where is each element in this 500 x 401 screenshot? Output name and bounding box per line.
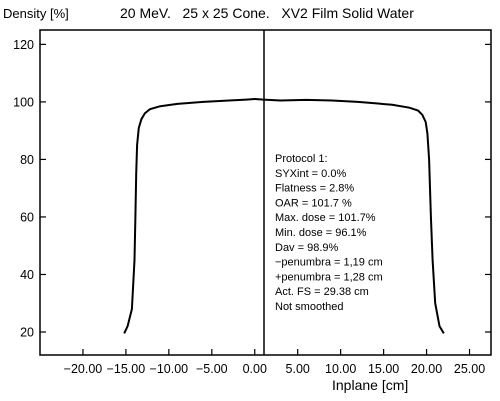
annotation-line: Flatness = 2.8% — [275, 183, 354, 195]
x-tick-label: 25.00 — [454, 362, 485, 376]
x-tick-label: 20.00 — [411, 362, 442, 376]
annotation-line: Min. dose = 96.1% — [275, 227, 367, 239]
y-tick-label: 120 — [13, 38, 34, 52]
annotation-line: Protocol 1: — [275, 153, 328, 165]
y-tick-label: 100 — [13, 95, 34, 109]
profile-line — [123, 97, 445, 334]
y-ticks: 20 40 60 80 100 120 — [13, 38, 491, 339]
annotation-line: −penumbra = 1,19 cm — [275, 257, 383, 269]
annotation-line: OAR = 101.7 % — [275, 197, 352, 209]
y-tick-label: 40 — [20, 268, 34, 282]
y-tick-label: 20 — [20, 325, 34, 339]
x-tick-label: −10.00 — [150, 362, 189, 376]
y-axis-label: Density [%] — [3, 6, 69, 21]
annotation-line: Max. dose = 101.7% — [275, 212, 376, 224]
x-tick-label: −5.00 — [196, 362, 228, 376]
x-tick-label: 10.00 — [325, 362, 356, 376]
annotation-line: +penumbra = 1,28 cm — [275, 271, 383, 283]
x-tick-label: 0.00 — [243, 362, 267, 376]
chart-title: 20 MeV. 25 x 25 Cone. XV2 Film Solid Wat… — [120, 5, 414, 21]
annotation-line: SYXint = 0.0% — [275, 168, 346, 180]
annotation-line: Not smoothed — [275, 301, 343, 313]
x-tick-label: 15.00 — [368, 362, 399, 376]
x-tick-label: −15.00 — [107, 362, 146, 376]
x-tick-label: −20.00 — [64, 362, 103, 376]
annotation-line: Act. FS = 29.38 cm — [275, 286, 369, 298]
x-axis-label: Inplane [cm] — [332, 377, 408, 393]
x-tick-label: 5.00 — [286, 362, 310, 376]
plot-frame — [39, 29, 492, 356]
y-tick-label: 80 — [20, 153, 34, 167]
protocol-annotation: Protocol 1: SYXint = 0.0% Flatness = 2.8% O… — [275, 153, 383, 313]
y-tick-label: 60 — [20, 210, 34, 224]
x-ticks: −20.00 −15.00 −10.00 −5.00 0.00 5.00 10.00 15.0… — [64, 349, 485, 376]
annotation-line: Dav = 98.9% — [275, 242, 339, 254]
